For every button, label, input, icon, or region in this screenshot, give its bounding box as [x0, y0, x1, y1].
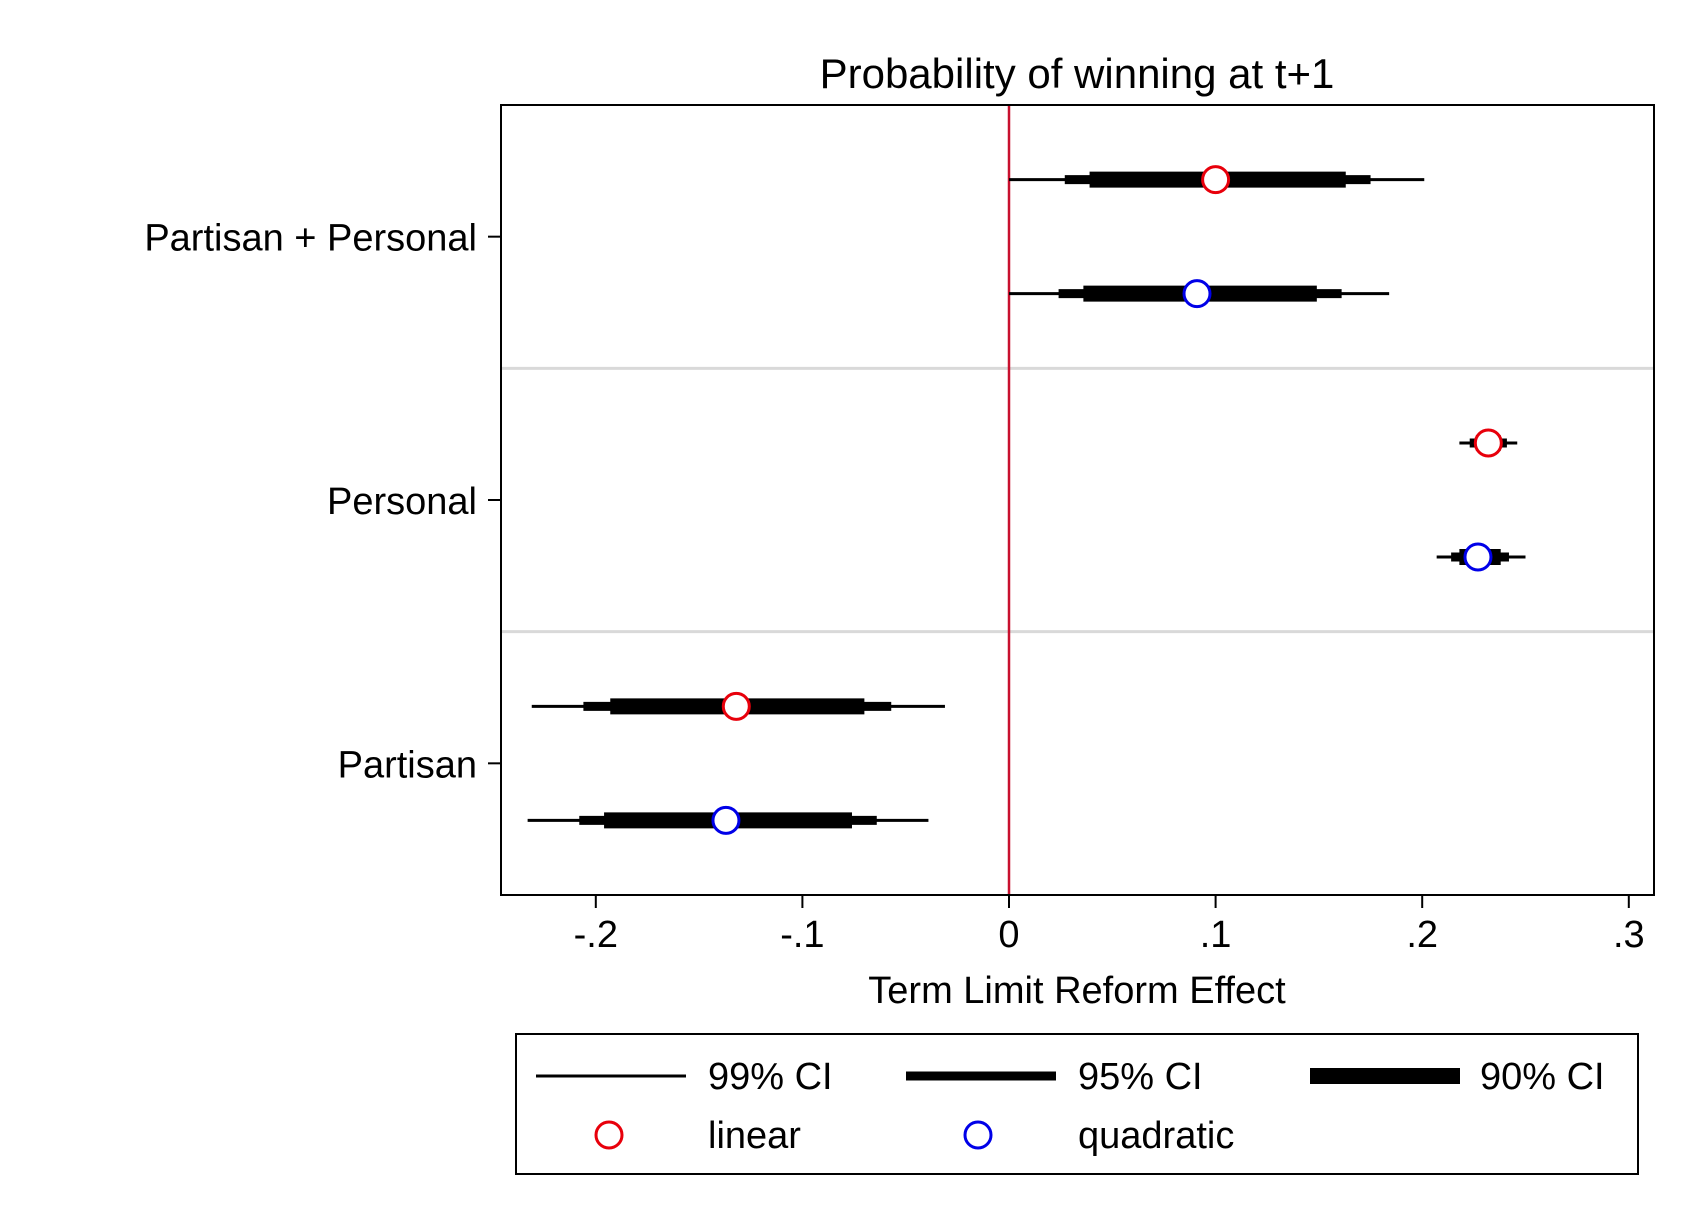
x-tick-label: 0: [998, 914, 1019, 956]
x-tick-label: -.1: [780, 914, 824, 956]
legend-linear-marker: [594, 1120, 624, 1150]
x-tick-label: .3: [1613, 914, 1645, 956]
legend-ci90-label: 90% CI: [1480, 1056, 1605, 1098]
y-tick-label: Personal: [327, 481, 477, 523]
chart-title: Probability of winning at t+1: [820, 50, 1335, 97]
x-tick-label: .1: [1200, 914, 1232, 956]
quadratic-point-marker: [711, 805, 741, 835]
y-axis: Partisan + Personal Personal Partisan: [144, 218, 501, 786]
linear-point-marker: [721, 691, 751, 721]
x-tick-label: -.2: [574, 914, 618, 956]
y-tick-label: Partisan: [338, 744, 477, 786]
legend-quadratic-label: quadratic: [1078, 1115, 1234, 1157]
legend-quadratic-marker: [963, 1120, 993, 1150]
x-axis-label: Term Limit Reform Effect: [868, 970, 1286, 1012]
point-estimates: [711, 165, 1503, 835]
confidence-intervals: [527, 171, 1526, 829]
quadratic-point-marker: [1463, 542, 1493, 572]
linear-point-marker: [1473, 428, 1503, 458]
legend-ci99-label: 99% CI: [708, 1056, 833, 1098]
quadratic-point-marker: [1182, 279, 1212, 309]
legend-linear-label: linear: [708, 1115, 801, 1157]
plot-area-frame: [500, 104, 1655, 896]
x-tick-label: .2: [1406, 914, 1438, 956]
legend-frame: [515, 1033, 1639, 1175]
y-tick-label: Partisan + Personal: [144, 218, 477, 260]
group-separators: [501, 366, 1654, 634]
x-axis: -.2 -.1 0 .1 .2 .3: [574, 895, 1645, 956]
legend-ci95-label: 95% CI: [1078, 1056, 1203, 1098]
legend: 99% CI 95% CI 90% CI linear quadratic: [515, 1033, 1639, 1175]
linear-point-marker: [1201, 165, 1231, 195]
